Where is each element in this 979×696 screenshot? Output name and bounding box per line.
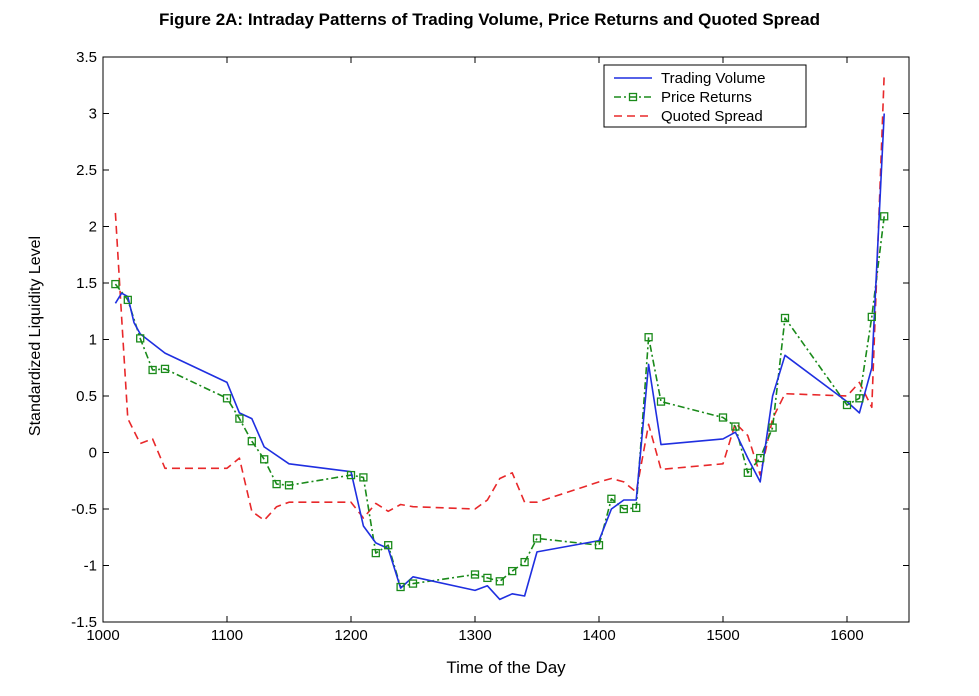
data-point-price-returns [160, 364, 170, 374]
data-point-price-returns [867, 312, 876, 322]
x-axis: 1000 1100 1200 1300 1400 1500 1600 [86, 57, 864, 644]
y-tick-label: 1.5 [76, 275, 97, 292]
y-tick-label: 3.5 [76, 49, 97, 66]
y-tick-label: 1 [89, 332, 97, 349]
series-line-trading-volume [114, 113, 885, 601]
data-point-price-returns [260, 455, 269, 464]
y-tick-label: 2 [89, 219, 97, 236]
data-point-price-returns [346, 470, 356, 480]
data-point-price-returns [532, 534, 542, 543]
data-point-price-returns [148, 365, 157, 375]
series-line-quoted-spread [114, 73, 885, 522]
data-point-price-returns [768, 423, 777, 432]
data-point-price-returns [594, 541, 604, 550]
y-tick-label: -0.5 [71, 501, 97, 518]
y-tick-label: 0.5 [76, 388, 97, 405]
x-tick-label: 1500 [706, 627, 739, 644]
y-axis-label: Standardized Liquidity Level [27, 236, 44, 436]
y-tick-label: -1.5 [71, 614, 97, 631]
legend-box [603, 64, 807, 128]
data-point-price-returns [371, 548, 380, 558]
data-point-price-returns [855, 394, 864, 403]
data-point-price-returns [495, 577, 504, 586]
data-point-price-returns [396, 582, 405, 592]
legend-entry-label: Price Returns [661, 89, 752, 106]
data-point-price-returns [222, 394, 232, 403]
x-tick-label: 1600 [830, 627, 863, 644]
legend-entry-label: Quoted Spread [661, 108, 763, 125]
data-point-price-returns [520, 557, 529, 567]
data-point-price-returns [632, 503, 641, 513]
x-axis-label: Time of the Day [446, 658, 566, 677]
data-point-price-returns [483, 573, 492, 583]
data-point-price-returns [780, 313, 790, 323]
legend: Trading Volume Price Returns Quoted Spread [603, 64, 807, 128]
data-point-price-returns [731, 422, 740, 431]
series-lines [114, 73, 885, 601]
x-tick-label: 1000 [86, 627, 119, 644]
series-markers [111, 212, 889, 592]
data-point-price-returns [743, 468, 752, 477]
plot-area-frame [102, 56, 910, 623]
chart-title: Figure 2A: Intraday Patterns of Trading … [159, 10, 820, 29]
data-point-price-returns [842, 400, 852, 410]
data-point-price-returns [718, 413, 728, 422]
x-tick-label: 1200 [334, 627, 367, 644]
data-point-price-returns [111, 279, 120, 289]
x-tick-label: 1300 [458, 627, 491, 644]
data-point-price-returns [384, 541, 393, 550]
data-point-price-returns [656, 397, 666, 406]
data-point-price-returns [607, 494, 616, 503]
data-point-price-returns [880, 212, 889, 221]
data-point-price-returns [272, 479, 281, 489]
data-point-price-returns [644, 333, 653, 342]
series-line-price-returns [114, 216, 885, 588]
data-point-price-returns [359, 473, 368, 482]
data-point-price-returns [756, 453, 765, 463]
y-tick-label: -1 [84, 558, 97, 575]
data-point-price-returns [470, 570, 480, 579]
data-point-price-returns [247, 437, 256, 446]
x-tick-label: 1100 [211, 627, 243, 644]
data-point-price-returns [619, 504, 628, 514]
data-point-price-returns [136, 334, 145, 343]
legend-marker [628, 92, 638, 102]
data-point-price-returns [235, 414, 244, 423]
data-point-price-returns [284, 481, 294, 490]
data-point-price-returns [508, 566, 517, 576]
x-tick-label: 1400 [582, 627, 615, 644]
data-point-price-returns [408, 579, 418, 588]
legend-entry-label: Trading Volume [661, 70, 766, 87]
y-tick-label: 0 [89, 445, 97, 462]
y-tick-label: 3 [89, 106, 97, 123]
data-point-price-returns [123, 295, 132, 305]
y-tick-label: 2.5 [76, 162, 97, 179]
y-axis: -1.5 -1 -0.5 0 0.5 1 1.5 2 2.5 3 3.5 [71, 49, 909, 631]
